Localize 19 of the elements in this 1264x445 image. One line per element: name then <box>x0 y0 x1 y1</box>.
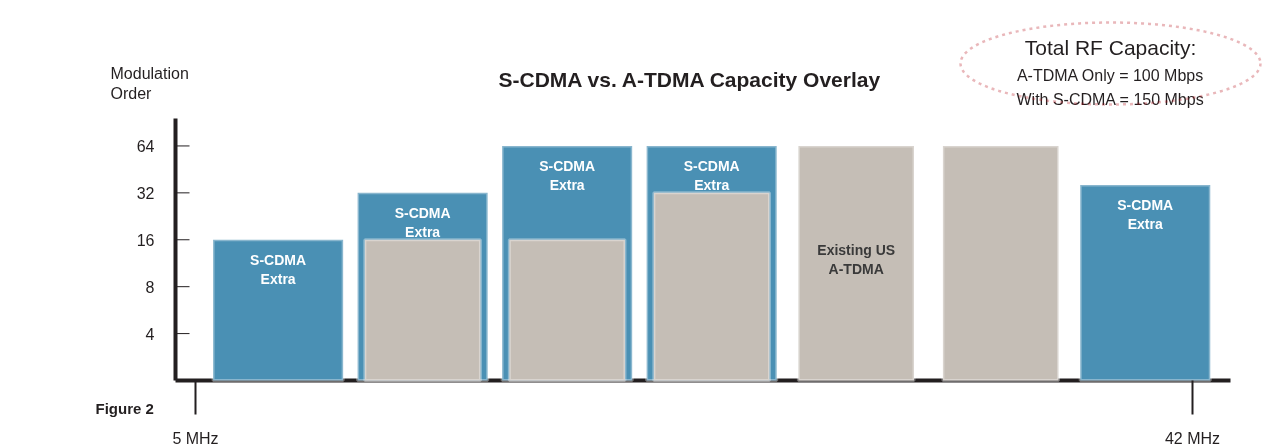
caption: Figure 2 <box>95 400 154 417</box>
chart-title: S-CDMA vs. A-TDMA Capacity Overlay <box>498 68 881 91</box>
text: 42 MHz <box>1164 430 1221 445</box>
text: 5 MHz <box>172 430 219 445</box>
text: Total RF Capacity: <box>1024 36 1197 59</box>
annotation: Existing US A-TDMA <box>817 241 896 277</box>
y-tick-label: 4 <box>145 325 155 343</box>
annotation: S-CDMA Extra <box>683 157 740 194</box>
y-tick-label: 16 <box>136 231 155 249</box>
text: A-TDMA Only = 100 Mbps <box>1016 67 1204 84</box>
annotation: S-CDMA Extra <box>539 157 596 194</box>
y-axis-title: Modulation Order <box>110 64 189 102</box>
annotation: S-CDMA Extra <box>250 251 307 287</box>
annotation: S-CDMA Extra <box>1117 196 1174 233</box>
annotation: S-CDMA Extra <box>394 204 451 241</box>
y-tick-label: 8 <box>145 278 155 296</box>
y-tick-label: 32 <box>136 184 155 202</box>
text: With S-CDMA = 150 Mbps <box>1016 91 1204 108</box>
y-tick-label: 64 <box>136 137 155 155</box>
